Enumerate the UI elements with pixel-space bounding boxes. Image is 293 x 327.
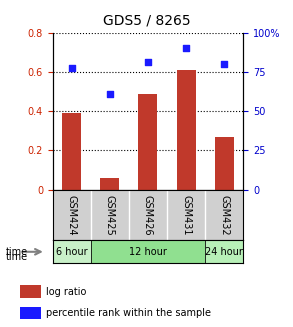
Text: GSM425: GSM425 (105, 192, 115, 233)
Text: GDS5 / 8265: GDS5 / 8265 (103, 13, 190, 27)
Bar (215, 137, 234, 190)
FancyBboxPatch shape (53, 240, 91, 263)
Text: log ratio: log ratio (46, 287, 87, 297)
Bar (138, 94, 158, 190)
Text: 6 hour: 6 hour (56, 247, 88, 257)
Text: GSM425: GSM425 (105, 195, 115, 235)
Bar (100, 178, 120, 190)
Text: GSM424: GSM424 (67, 195, 77, 235)
Text: time: time (6, 247, 28, 257)
FancyBboxPatch shape (205, 240, 243, 263)
Text: GSM426: GSM426 (143, 195, 153, 235)
Bar (177, 70, 196, 190)
Point (184, 46, 188, 51)
Text: GSM426: GSM426 (143, 192, 153, 233)
FancyBboxPatch shape (91, 240, 205, 263)
Point (222, 61, 226, 67)
Bar (20, 285, 41, 298)
Point (108, 91, 112, 96)
Bar (62, 113, 81, 190)
Text: GSM432: GSM432 (219, 192, 229, 233)
Text: GSM431: GSM431 (181, 192, 191, 232)
Text: time: time (6, 252, 28, 262)
Text: 12 hour: 12 hour (129, 247, 167, 257)
Text: GSM431: GSM431 (181, 195, 191, 235)
Text: GSM432: GSM432 (219, 195, 229, 235)
Bar (20, 307, 41, 319)
Point (146, 60, 150, 65)
Text: percentile rank within the sample: percentile rank within the sample (46, 308, 211, 318)
Text: GSM424: GSM424 (67, 192, 77, 233)
Text: 24 hour: 24 hour (205, 247, 243, 257)
Point (69, 65, 74, 71)
